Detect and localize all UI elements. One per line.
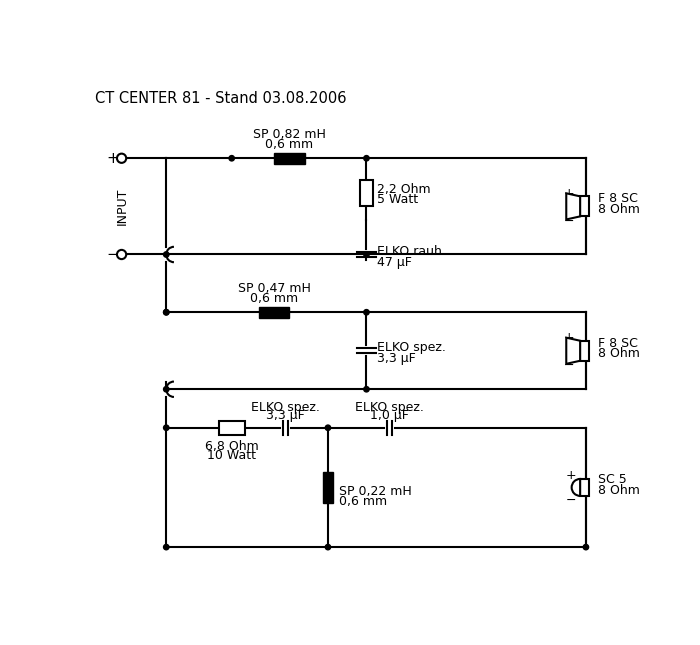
Circle shape xyxy=(326,544,330,550)
Circle shape xyxy=(364,386,369,392)
Circle shape xyxy=(326,425,330,430)
Circle shape xyxy=(583,544,589,550)
Text: 1,0 μF: 1,0 μF xyxy=(370,410,409,422)
Circle shape xyxy=(164,386,169,392)
Bar xyxy=(360,180,373,206)
Text: −: − xyxy=(564,215,574,228)
Text: F 8 SC: F 8 SC xyxy=(598,192,638,205)
Text: ELKO spez.: ELKO spez. xyxy=(251,401,320,414)
Text: SP 0,82 mH: SP 0,82 mH xyxy=(253,128,326,141)
Circle shape xyxy=(164,544,169,550)
Text: ELKO spez.: ELKO spez. xyxy=(377,341,446,354)
Circle shape xyxy=(164,310,169,315)
Text: +: + xyxy=(564,187,574,200)
Bar xyxy=(580,196,589,216)
Polygon shape xyxy=(566,338,580,364)
Text: SC 5: SC 5 xyxy=(598,473,627,486)
Circle shape xyxy=(364,155,369,161)
Circle shape xyxy=(164,310,169,315)
Text: 0,6 mm: 0,6 mm xyxy=(265,137,314,150)
Text: 2,2 Ohm: 2,2 Ohm xyxy=(377,183,431,195)
Text: 8 Ohm: 8 Ohm xyxy=(598,203,640,216)
Bar xyxy=(274,153,305,164)
Text: −: − xyxy=(564,359,574,372)
Text: 0,6 mm: 0,6 mm xyxy=(250,292,298,304)
Text: 8 Ohm: 8 Ohm xyxy=(598,347,640,361)
Text: 3,3 μF: 3,3 μF xyxy=(377,352,416,365)
Text: F 8 SC: F 8 SC xyxy=(598,337,638,350)
Bar xyxy=(218,421,245,435)
Circle shape xyxy=(364,310,369,315)
Text: 10 Watt: 10 Watt xyxy=(207,448,256,462)
Text: 47 μF: 47 μF xyxy=(377,255,412,269)
Bar xyxy=(323,472,333,503)
Polygon shape xyxy=(566,194,580,219)
Text: ELKO rauh: ELKO rauh xyxy=(377,245,442,258)
Circle shape xyxy=(164,252,169,257)
Text: 6,8 Ohm: 6,8 Ohm xyxy=(205,440,258,453)
Bar xyxy=(580,341,589,361)
Text: INPUT: INPUT xyxy=(116,188,128,225)
Circle shape xyxy=(117,250,126,259)
Circle shape xyxy=(229,155,234,161)
Text: +: + xyxy=(564,331,574,344)
Bar xyxy=(580,479,589,496)
Bar xyxy=(258,307,290,317)
Text: 8 Ohm: 8 Ohm xyxy=(598,484,640,497)
Text: 5 Watt: 5 Watt xyxy=(377,194,419,206)
Text: 3,3 μF: 3,3 μF xyxy=(266,410,305,422)
Text: 0,6 mm: 0,6 mm xyxy=(339,495,387,508)
Text: +: + xyxy=(565,470,576,482)
Text: ELKO spez.: ELKO spez. xyxy=(355,401,424,414)
Text: SP 0,22 mH: SP 0,22 mH xyxy=(339,485,412,498)
Wedge shape xyxy=(572,479,580,496)
Text: −: − xyxy=(106,247,119,262)
Text: +: + xyxy=(106,151,119,166)
Text: SP 0,47 mH: SP 0,47 mH xyxy=(237,283,311,295)
Circle shape xyxy=(364,252,369,257)
Text: −: − xyxy=(566,494,575,507)
Circle shape xyxy=(117,154,126,163)
Text: CT CENTER 81 - Stand 03.08.2006: CT CENTER 81 - Stand 03.08.2006 xyxy=(95,91,347,106)
Circle shape xyxy=(164,425,169,430)
